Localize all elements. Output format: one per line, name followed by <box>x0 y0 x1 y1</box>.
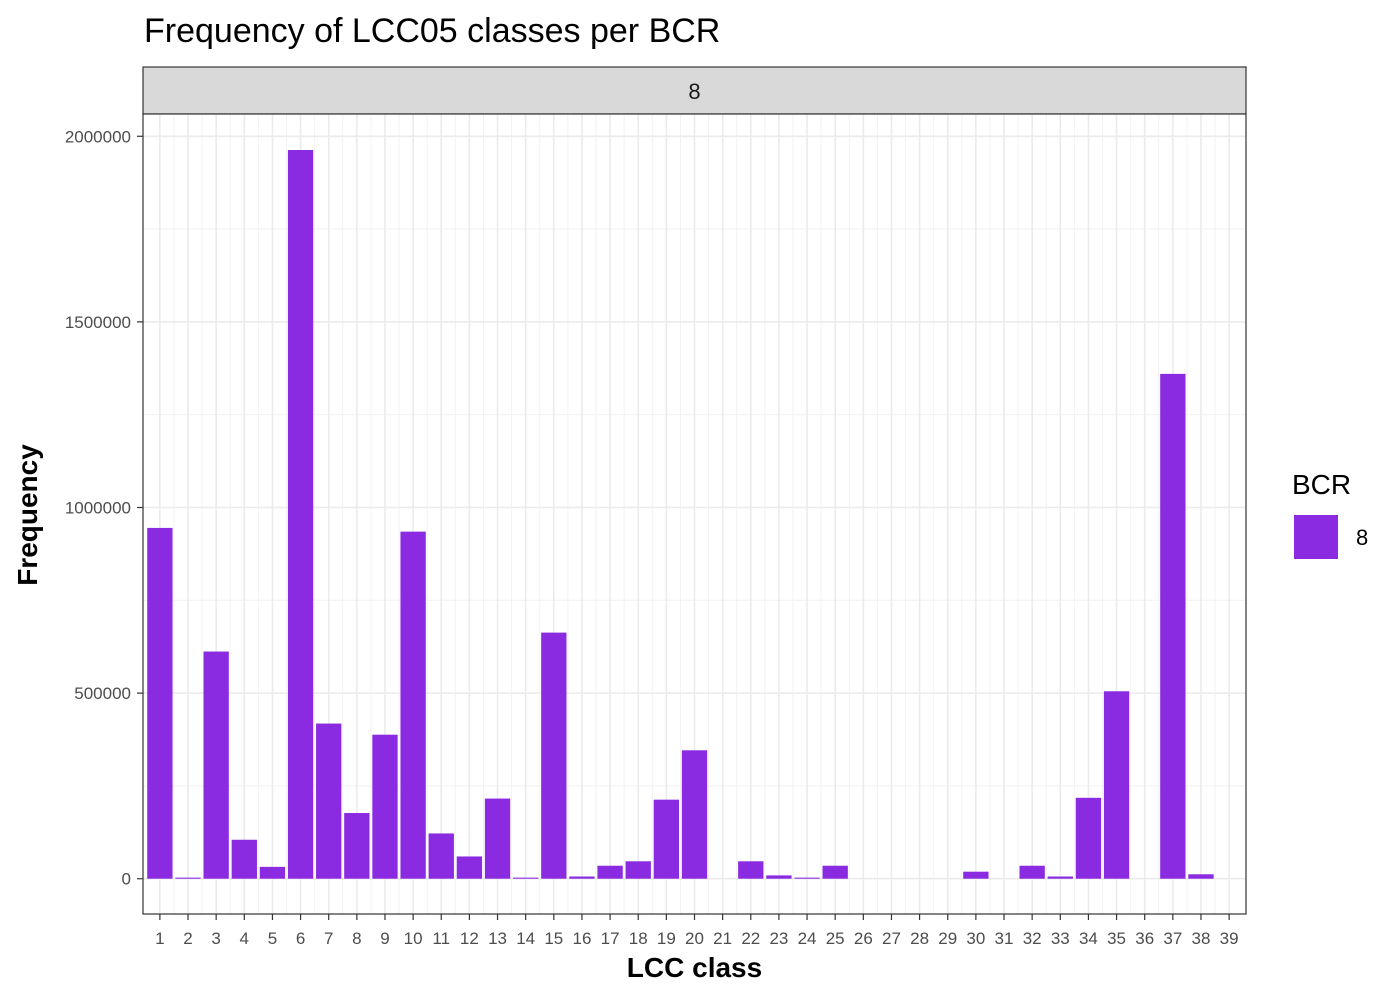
x-tick-label: 16 <box>572 929 591 948</box>
x-axis-title: LCC class <box>627 952 762 983</box>
x-tick-label: 29 <box>938 929 957 948</box>
legend: BCR 8 <box>1292 469 1368 559</box>
x-tick-label: 34 <box>1079 929 1098 948</box>
bar-15 <box>541 632 567 879</box>
bar-7 <box>316 723 342 879</box>
bar-24 <box>794 877 820 879</box>
x-tick-label: 2 <box>183 929 192 948</box>
y-tick-label: 0 <box>122 870 131 889</box>
x-tick-label: 39 <box>1220 929 1239 948</box>
x-tick-label: 8 <box>352 929 361 948</box>
x-tick-label: 10 <box>404 929 423 948</box>
bar-6 <box>287 150 314 879</box>
bars <box>147 150 1214 879</box>
bar-34 <box>1075 797 1102 879</box>
x-tick-label: 36 <box>1135 929 1154 948</box>
y-tick-label: 2000000 <box>65 127 131 146</box>
x-tick-label: 5 <box>268 929 277 948</box>
bar-10 <box>400 531 426 879</box>
chart-title: Frequency of LCC05 classes per BCR <box>144 12 720 50</box>
x-tick-label: 28 <box>910 929 929 948</box>
y-tick-label: 1500000 <box>65 313 131 332</box>
bar-4 <box>231 839 257 879</box>
x-tick-label: 6 <box>296 929 305 948</box>
bar-18 <box>625 861 651 879</box>
x-tick-label: 17 <box>601 929 620 948</box>
x-tick-label: 24 <box>798 929 817 948</box>
x-tick-label: 7 <box>324 929 333 948</box>
x-tick-label: 30 <box>966 929 985 948</box>
x-tick-label: 4 <box>240 929 249 948</box>
x-tick-label: 32 <box>1023 929 1042 948</box>
bar-1 <box>147 527 173 879</box>
facet-strip-label: 8 <box>688 79 700 104</box>
bar-33 <box>1047 876 1073 879</box>
x-tick-label: 35 <box>1107 929 1126 948</box>
y-tick-label: 1000000 <box>65 499 131 518</box>
x-tick-label: 37 <box>1163 929 1182 948</box>
bar-16 <box>569 876 595 879</box>
bar-9 <box>372 734 398 879</box>
bar-30 <box>963 871 989 879</box>
y-tick-label: 500000 <box>74 684 131 703</box>
x-tick-label: 11 <box>432 929 450 948</box>
x-tick-label: 1 <box>155 929 164 948</box>
bar-11 <box>428 833 454 879</box>
x-tick-label: 15 <box>544 929 563 948</box>
bar-3 <box>203 651 229 879</box>
bar-35 <box>1103 691 1130 879</box>
bar-19 <box>653 799 680 879</box>
x-axis: 1 2 3 4 5 6 7 8 9 10 11 12 13 14 15 16 17 18 19 20 21 22 23 24 2… <box>155 914 1239 948</box>
x-tick-label: 3 <box>211 929 220 948</box>
x-tick-label: 27 <box>882 929 901 948</box>
bar-32 <box>1019 865 1045 879</box>
bar-20 <box>681 750 708 879</box>
x-tick-label: 19 <box>657 929 676 948</box>
x-tick-label: 33 <box>1051 929 1070 948</box>
legend-key-swatch <box>1294 515 1338 559</box>
bar-5 <box>259 866 286 879</box>
x-tick-label: 13 <box>488 929 507 948</box>
bar-17 <box>597 865 623 879</box>
y-axis-title: Frequency <box>12 444 43 586</box>
bar-23 <box>766 875 792 879</box>
x-tick-label: 18 <box>629 929 648 948</box>
legend-title: BCR <box>1292 469 1351 500</box>
x-tick-label: 9 <box>380 929 389 948</box>
x-tick-label: 14 <box>516 929 535 948</box>
bar-38 <box>1188 874 1214 879</box>
x-tick-label: 38 <box>1192 929 1211 948</box>
x-tick-label: 31 <box>995 929 1014 948</box>
bar-13 <box>484 798 511 879</box>
x-tick-label: 20 <box>685 929 704 948</box>
x-tick-label: 21 <box>713 929 732 948</box>
bar-8 <box>344 813 370 879</box>
legend-label: 8 <box>1356 525 1368 550</box>
facet-strip <box>142 66 1247 115</box>
y-axis: 0 500000 1000000 1500000 2000000 <box>65 127 143 889</box>
x-tick-label: 23 <box>769 929 788 948</box>
bar-25 <box>822 865 848 879</box>
bar-22 <box>738 861 764 879</box>
x-tick-label: 22 <box>741 929 760 948</box>
x-tick-label: 26 <box>854 929 873 948</box>
bar-2 <box>175 877 201 879</box>
bar-37 <box>1160 373 1186 879</box>
bar-14 <box>513 877 539 879</box>
x-tick-label: 12 <box>460 929 479 948</box>
bar-12 <box>456 856 483 879</box>
x-tick-label: 25 <box>826 929 845 948</box>
